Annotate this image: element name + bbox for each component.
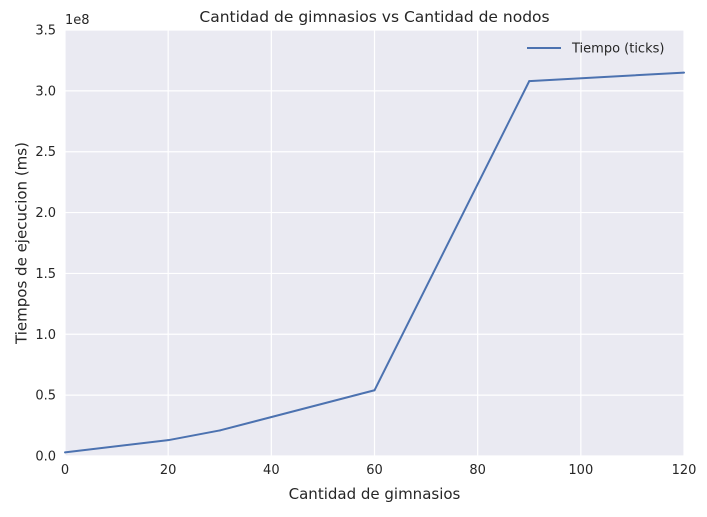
x-tick-label: 100 [568, 463, 593, 478]
x-tick-label: 0 [61, 463, 69, 478]
data-point [373, 389, 376, 392]
x-axis-label: Cantidad de gimnasios [289, 485, 461, 503]
y-tick-label: 0.0 [35, 450, 56, 465]
x-tick-label: 20 [160, 463, 177, 478]
data-point [167, 439, 170, 442]
legend: Tiempo (ticks) [527, 42, 664, 57]
y-axis-label: Tiempos de ejecucion (ms) [12, 142, 30, 345]
y-axis-offset-label: 1e8 [65, 13, 90, 28]
y-tick-label: 2.0 [35, 206, 56, 221]
data-point [683, 71, 685, 74]
x-tick-label: 80 [469, 463, 486, 478]
x-tick-label: 40 [263, 463, 280, 478]
series-line [64, 71, 685, 454]
y-tick-label: 1.5 [35, 267, 56, 282]
chart-title: Cantidad de gimnasios vs Cantidad de nod… [199, 8, 549, 26]
grid-lines [64, 29, 685, 457]
y-tick-label: 1.0 [35, 328, 56, 343]
tick-labels: 0 20 40 60 80 100 120 0.0 0.5 1.0 1.5 2.0 2.5 3.0 3.5 [35, 24, 696, 479]
y-tick-label: 0.5 [35, 389, 56, 404]
x-tick-label: 120 [672, 463, 697, 478]
data-point [64, 451, 66, 454]
y-tick-label: 3.0 [35, 84, 56, 99]
data-point [218, 429, 221, 432]
y-tick-label: 3.5 [35, 24, 56, 39]
x-tick-label: 60 [366, 463, 383, 478]
legend-label: Tiempo (ticks) [571, 42, 664, 57]
data-point [528, 80, 531, 83]
y-tick-label: 2.5 [35, 145, 56, 160]
series-layer [64, 71, 685, 454]
